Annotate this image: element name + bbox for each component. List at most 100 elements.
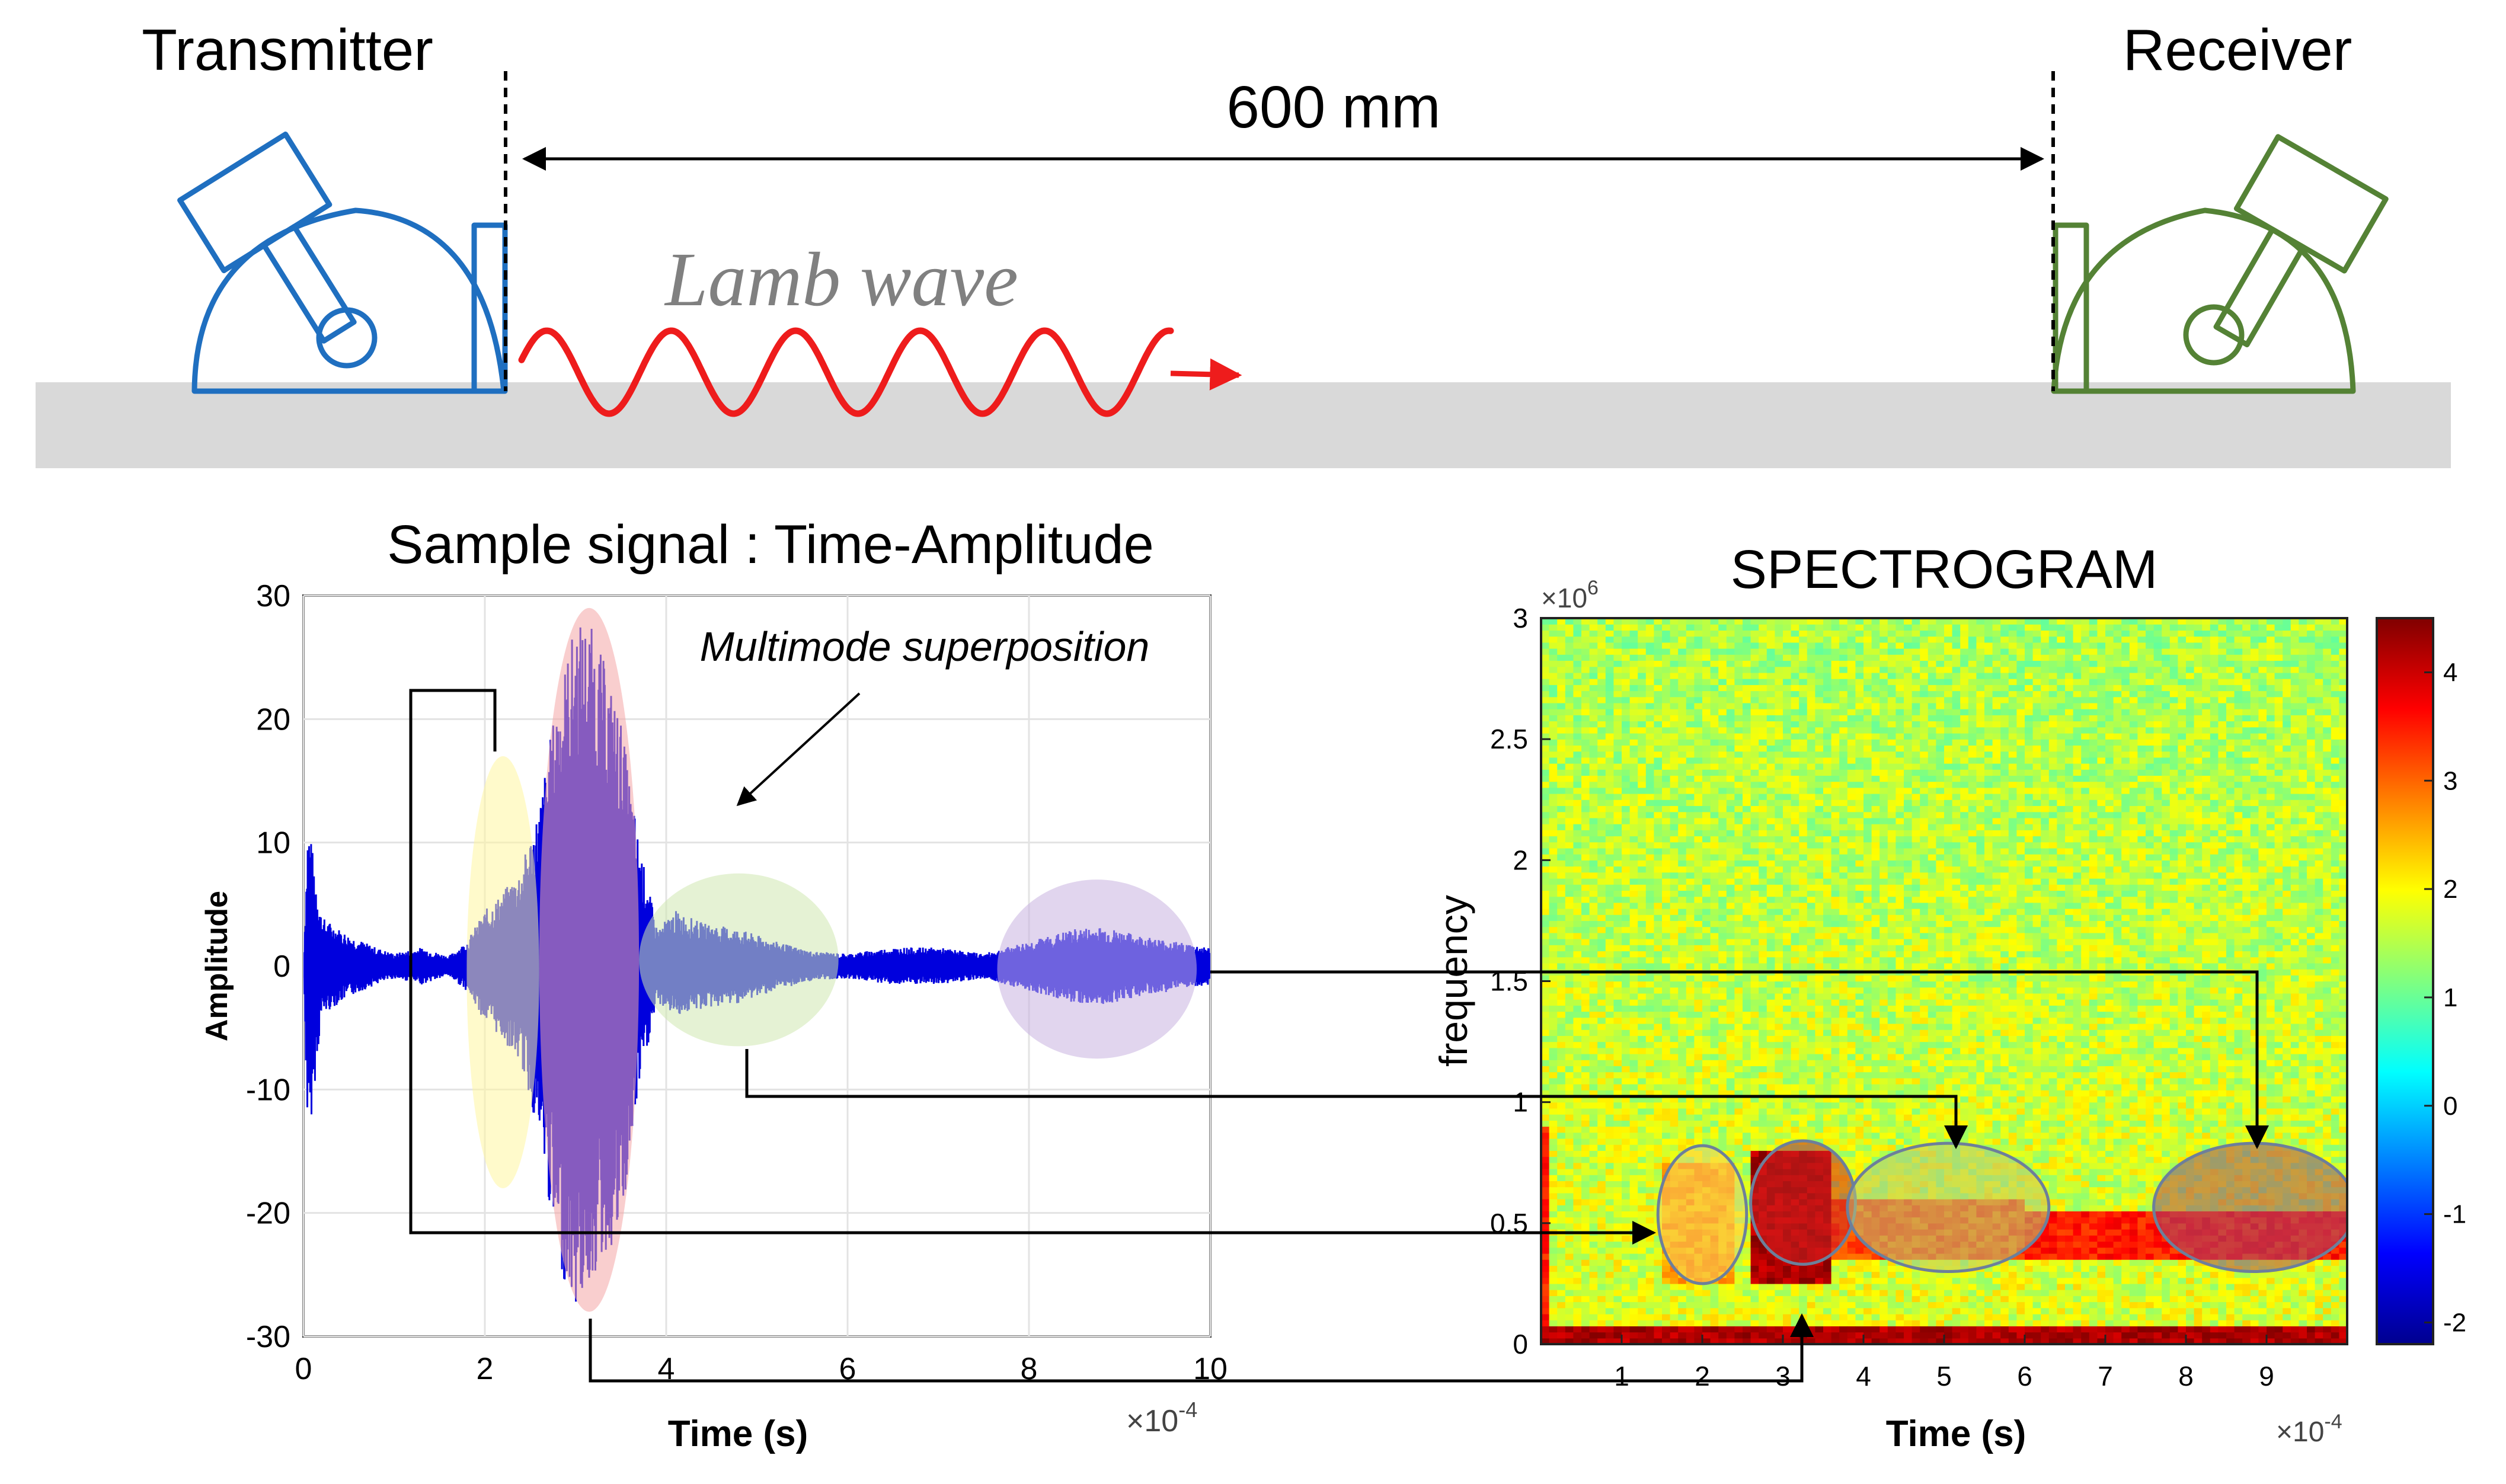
spectrogram-cell bbox=[1597, 987, 1606, 994]
spectrogram-cell bbox=[1734, 709, 1743, 715]
spectrogram-cell bbox=[1839, 836, 1848, 843]
spectrogram-cell bbox=[1855, 690, 1864, 698]
spectrogram-cell bbox=[1670, 618, 1679, 625]
spectrogram-cell bbox=[1807, 836, 1815, 843]
spectrogram-cell bbox=[1662, 824, 1671, 830]
spectrogram-cell bbox=[1597, 1181, 1606, 1188]
spectrogram-cell bbox=[1573, 1084, 1582, 1090]
spectrogram-cell bbox=[1549, 1024, 1558, 1030]
spectrogram-cell bbox=[1702, 1096, 1711, 1103]
spectrogram-cell bbox=[1815, 975, 1824, 982]
spectrogram-cell bbox=[1823, 902, 1832, 909]
spectrogram-cell bbox=[1718, 932, 1727, 939]
spectrogram-cell bbox=[1718, 836, 1727, 843]
spectrogram-cell bbox=[1589, 945, 1598, 952]
spectrogram-cell bbox=[1581, 909, 1590, 915]
spectrogram-cell bbox=[1605, 733, 1614, 740]
spectrogram-cell bbox=[1863, 993, 1872, 1000]
spectrogram-cell bbox=[1654, 721, 1663, 728]
spectrogram-cell bbox=[1863, 1338, 1872, 1344]
spectrogram-cell bbox=[1799, 981, 1808, 988]
spectrogram-cell bbox=[1775, 757, 1783, 764]
spectrogram-cell bbox=[1629, 1217, 1638, 1224]
spectrogram-cell bbox=[1654, 727, 1663, 734]
spectrogram-cell bbox=[1694, 733, 1703, 740]
spectrogram-cell bbox=[1622, 854, 1631, 861]
spectrogram-cell bbox=[1855, 854, 1864, 861]
spectrogram-cell bbox=[1678, 811, 1687, 818]
spectrogram-cell bbox=[1557, 702, 1566, 709]
spectrogram-cell bbox=[1863, 1090, 1872, 1097]
spectrogram-cell bbox=[1799, 696, 1808, 703]
spectrogram-cell bbox=[1839, 1102, 1848, 1109]
spectrogram-cell bbox=[1783, 884, 1792, 891]
spectrogram-cell bbox=[1670, 847, 1679, 855]
spectrogram-cell bbox=[1766, 1011, 1775, 1018]
spectrogram-cell bbox=[1573, 1338, 1582, 1344]
spectrogram-cell bbox=[1622, 1192, 1631, 1200]
receiver bbox=[2051, 134, 2389, 394]
spectrogram-cell bbox=[1799, 1290, 1808, 1296]
spectrogram-cell bbox=[1783, 1320, 1792, 1326]
spectrogram-cell bbox=[1839, 763, 1848, 770]
spectrogram-cell bbox=[1565, 914, 1574, 921]
spectrogram-cell bbox=[1670, 902, 1679, 909]
spectrogram-cell bbox=[1613, 1296, 1622, 1303]
spectrogram-cell bbox=[1549, 1175, 1558, 1181]
spectrogram-cell bbox=[1549, 1326, 1558, 1333]
spectrogram-cell bbox=[1847, 1029, 1856, 1036]
spectrogram-cell bbox=[1670, 624, 1679, 631]
spectrogram-cell bbox=[1589, 1120, 1598, 1127]
spectrogram-cell bbox=[1863, 1060, 1872, 1066]
spectrogram-cell bbox=[1622, 1175, 1631, 1181]
spectrogram-cell bbox=[1541, 1332, 1550, 1339]
spectrogram-cell bbox=[1557, 721, 1566, 728]
spectrogram-cell bbox=[1589, 1265, 1598, 1272]
spectrogram-cell bbox=[1815, 1271, 1824, 1278]
spectrogram-cell bbox=[1654, 1060, 1663, 1066]
spectrogram-cell bbox=[1759, 709, 1767, 715]
spectrogram-cell bbox=[1847, 630, 1856, 637]
spectrogram-cell bbox=[1815, 739, 1824, 746]
spectrogram-cell bbox=[1823, 799, 1832, 806]
spectrogram-cell bbox=[1629, 739, 1638, 746]
spectrogram-cell bbox=[1573, 1120, 1582, 1127]
spectrogram-cell bbox=[1775, 975, 1783, 982]
spectrogram-cell bbox=[1791, 847, 1799, 855]
spectrogram-cell bbox=[1581, 1217, 1590, 1224]
spectrogram-cell bbox=[1710, 618, 1719, 625]
spectrogram-cell bbox=[1783, 1326, 1792, 1333]
spectrogram-cell bbox=[1565, 987, 1574, 994]
spectrogram-cell bbox=[1694, 939, 1703, 945]
spectrogram-cell bbox=[1775, 1066, 1783, 1073]
spectrogram-cell bbox=[1670, 721, 1679, 728]
spectrogram-cell bbox=[1686, 654, 1695, 661]
spectrogram-cell bbox=[1702, 1120, 1711, 1127]
spectrogram-cell bbox=[1823, 757, 1832, 764]
spectrogram-cell bbox=[1847, 751, 1856, 758]
spectrogram-cell bbox=[1686, 660, 1695, 667]
spectrogram-cell bbox=[1581, 1326, 1590, 1333]
spectrogram-cell bbox=[1863, 702, 1872, 709]
spectrogram-cell bbox=[1807, 721, 1815, 728]
spectrogram-cell bbox=[1662, 1005, 1671, 1012]
spectrogram-cell bbox=[1863, 636, 1872, 643]
spectrogram-cell bbox=[1807, 830, 1815, 837]
spectrogram-cell bbox=[1863, 1120, 1872, 1127]
spectrogram-cell bbox=[1605, 794, 1614, 800]
spectrogram-cell bbox=[1775, 884, 1783, 891]
spectrogram-cell bbox=[1726, 757, 1735, 764]
spectrogram-cell bbox=[1597, 860, 1606, 867]
spectrogram-cell bbox=[1775, 1326, 1783, 1333]
spectrogram-cell bbox=[1823, 769, 1832, 776]
spectrogram-cell bbox=[1743, 1162, 1751, 1169]
spectrogram-cell bbox=[1589, 993, 1598, 1000]
spectrogram-cell bbox=[1839, 751, 1848, 758]
spectrogram-cell bbox=[1629, 805, 1638, 813]
spectrogram-cell bbox=[1573, 951, 1582, 958]
spectrogram-cell bbox=[1702, 945, 1711, 952]
spectrogram-cell bbox=[1831, 884, 1840, 891]
spectrogram-cell bbox=[1565, 1017, 1574, 1024]
spectrogram-cell bbox=[1662, 769, 1671, 776]
spectrogram-cell bbox=[1734, 957, 1743, 964]
